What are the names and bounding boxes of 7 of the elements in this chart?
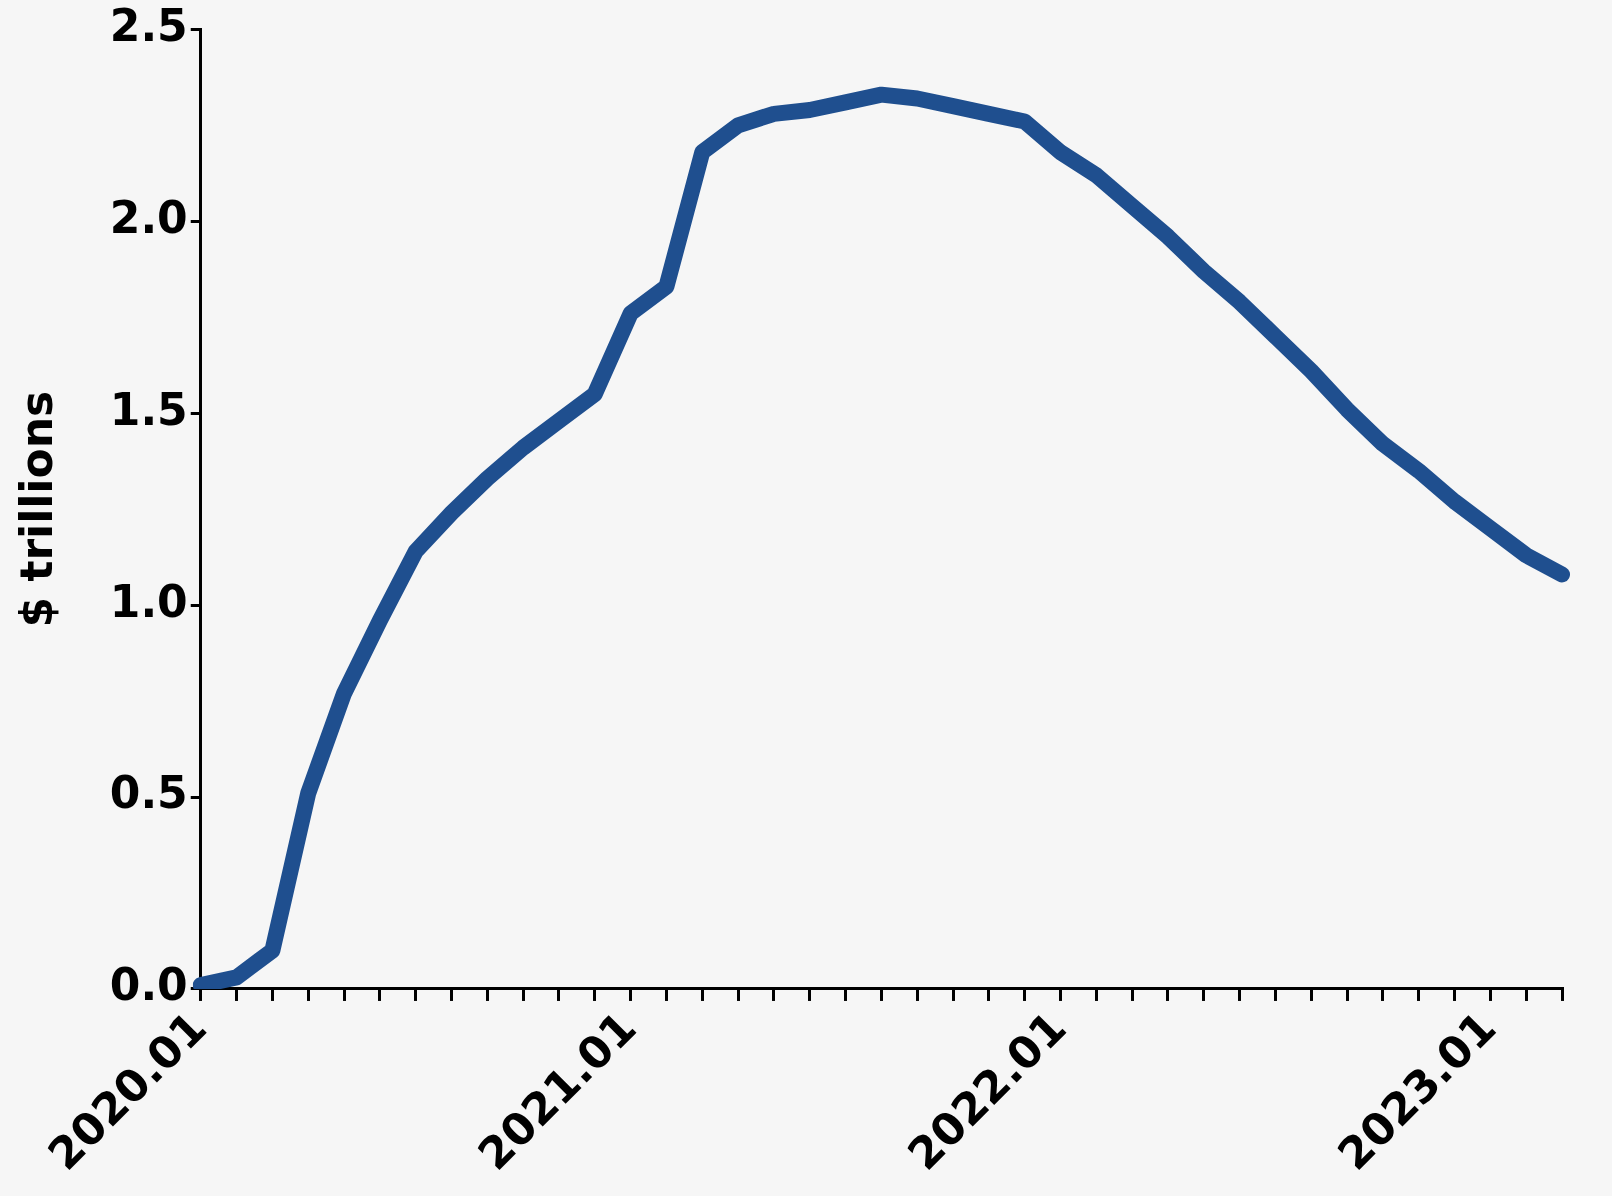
y-tick-label: 1.5 bbox=[109, 383, 188, 435]
y-tick-label: 2.0 bbox=[109, 191, 188, 243]
y-tick-label: 0.5 bbox=[109, 767, 188, 819]
y-tick-label: 2.5 bbox=[109, 0, 188, 51]
y-tick-label: 1.0 bbox=[109, 575, 188, 627]
y-axis-title: $ trillions bbox=[10, 390, 62, 628]
y-tick-label: 0.0 bbox=[109, 959, 188, 1011]
